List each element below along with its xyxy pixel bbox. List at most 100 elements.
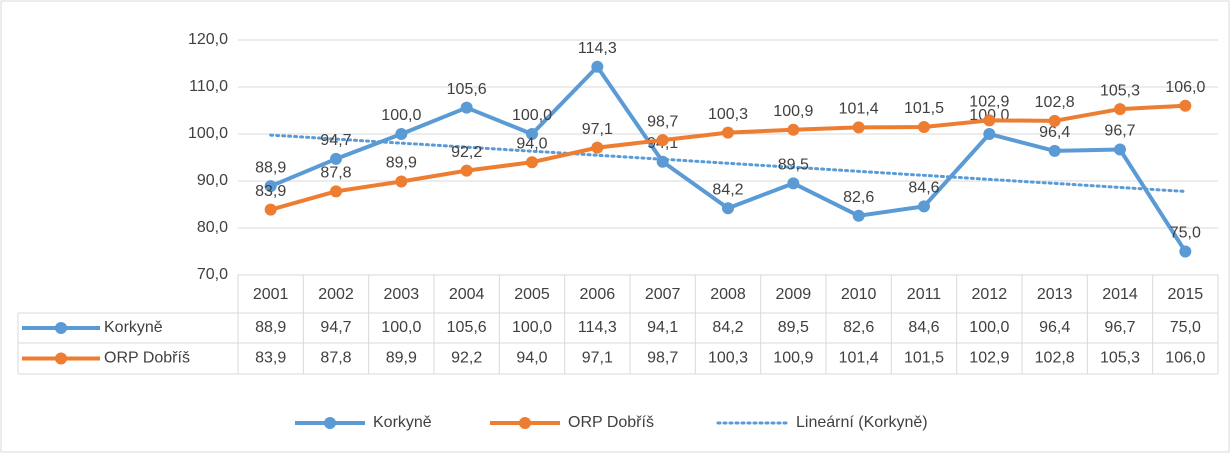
x-tick-label: 2010: [841, 286, 877, 303]
table-cell: 100,0: [512, 319, 552, 336]
table-cell: 88,9: [255, 319, 286, 336]
data-point: [787, 123, 800, 136]
table-cell: 105,3: [1100, 350, 1140, 367]
data-label: 96,4: [1039, 124, 1070, 141]
x-tick-label: 2006: [580, 286, 616, 303]
table-cell: 105,6: [447, 319, 487, 336]
data-label: 82,6: [843, 189, 874, 206]
legend-label: ORP Dobříš: [568, 414, 654, 431]
data-label: 92,2: [451, 144, 482, 161]
table-cell: 89,5: [778, 319, 809, 336]
data-point: [526, 128, 538, 140]
data-point: [395, 175, 408, 188]
data-point: [591, 60, 604, 73]
table-cell: 97,1: [582, 350, 613, 367]
table-cell: 98,7: [647, 350, 678, 367]
data-label: 87,8: [320, 165, 351, 182]
data-point: [264, 203, 277, 216]
table-cell: 106,0: [1165, 350, 1205, 367]
table-legend-key-marker: [55, 352, 67, 365]
data-label: 105,6: [447, 81, 487, 98]
data-point: [983, 128, 996, 140]
data-point: [1048, 114, 1061, 127]
x-tick-label: 2015: [1168, 286, 1204, 303]
y-tick-label: 70,0: [197, 266, 228, 283]
data-label: 101,4: [839, 101, 879, 118]
x-tick-label: 2004: [449, 286, 485, 303]
data-point: [526, 156, 538, 169]
x-tick-label: 2013: [1037, 286, 1073, 303]
data-point: [918, 120, 930, 133]
x-tick-label: 2002: [318, 286, 354, 303]
data-label: 94,0: [516, 135, 547, 152]
data-label: 89,9: [386, 155, 417, 172]
x-tick-label: 2009: [776, 286, 812, 303]
table-cell: 92,2: [451, 350, 482, 367]
table-row-label: ORP Dobříš: [104, 350, 190, 367]
data-point: [852, 209, 865, 222]
trendline: [269, 133, 1187, 193]
x-tick-label: 2012: [972, 286, 1008, 303]
data-label: 102,8: [1035, 94, 1075, 111]
table-cell: 94,1: [647, 319, 678, 336]
table-cell: 82,6: [843, 319, 874, 336]
table-cell: 96,7: [1104, 319, 1135, 336]
data-label: 100,3: [708, 106, 748, 123]
data-point: [1179, 245, 1192, 258]
table-cell: 87,8: [320, 350, 351, 367]
table-cell: 94,0: [516, 350, 547, 367]
data-label: 84,6: [908, 180, 939, 197]
data-label: 105,3: [1100, 82, 1140, 99]
x-tick-label: 2011: [907, 286, 942, 303]
x-tick-label: 2008: [710, 286, 746, 303]
table-cell: 100,3: [708, 350, 748, 367]
data-label: 98,7: [647, 113, 678, 130]
y-tick-label: 90,0: [197, 172, 228, 189]
table-cell: 94,7: [320, 319, 351, 336]
y-tick-label: 100,0: [188, 125, 228, 142]
x-tick-label: 2014: [1102, 286, 1138, 303]
table-cell: 84,6: [908, 319, 939, 336]
data-point: [1179, 99, 1192, 112]
data-point: [395, 128, 408, 140]
data-point: [722, 202, 734, 215]
x-tick-label: 2005: [514, 286, 550, 303]
data-point: [852, 121, 865, 134]
table-cell: 96,4: [1039, 319, 1070, 336]
x-tick-label: 2007: [645, 286, 681, 303]
table-legend-key-marker: [55, 322, 67, 334]
data-label: 100,9: [773, 103, 813, 120]
data-point: [1048, 144, 1061, 157]
data-point: [722, 126, 734, 139]
table-cell: 75,0: [1170, 319, 1201, 336]
table-cell: 102,9: [969, 350, 1009, 367]
data-point: [656, 155, 669, 168]
data-point: [1114, 103, 1126, 116]
legend-marker: [324, 417, 336, 429]
data-point: [264, 180, 277, 193]
table-cell: 100,0: [969, 319, 1009, 336]
data-label: 89,5: [778, 157, 809, 174]
data-label: 106,0: [1165, 79, 1205, 96]
data-label: 100,0: [512, 107, 552, 124]
x-tick-label: 2003: [384, 286, 420, 303]
data-point: [787, 177, 800, 190]
table-cell: 83,9: [255, 350, 286, 367]
data-label: 94,7: [320, 132, 351, 149]
data-label: 75,0: [1170, 225, 1201, 242]
data-label: 100,0: [381, 107, 421, 124]
table-cell: 114,3: [578, 319, 617, 336]
data-label: 101,5: [904, 100, 944, 117]
data-point: [983, 114, 996, 127]
x-tick-label: 2001: [253, 286, 289, 303]
data-label: 114,3: [578, 40, 617, 57]
table-cell: 101,4: [839, 350, 879, 367]
data-label: 83,9: [255, 183, 286, 200]
data-label: 96,7: [1104, 123, 1135, 140]
table-cell: 100,0: [381, 319, 421, 336]
table-cell: 101,5: [904, 350, 944, 367]
data-point: [460, 164, 473, 177]
y-tick-label: 110,0: [189, 78, 228, 95]
